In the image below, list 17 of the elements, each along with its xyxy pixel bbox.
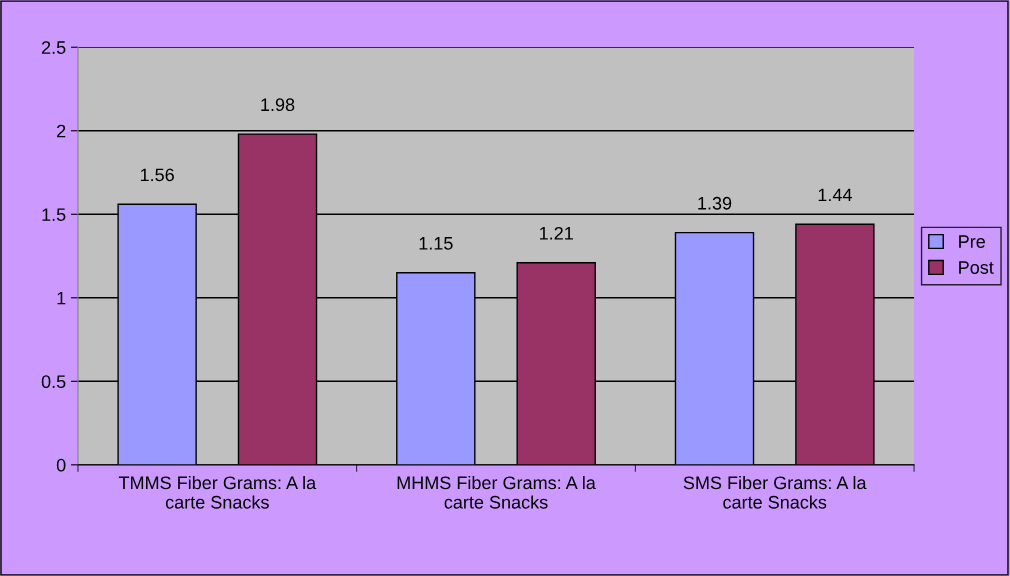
x-tick-label: SMS Fiber Grams: A la carte Snacks	[683, 475, 867, 509]
legend-label: Post	[959, 261, 994, 274]
data-label: 1.15	[419, 237, 453, 250]
y-tick-label: 1.5	[42, 208, 66, 221]
legend-label: Pre	[959, 235, 985, 248]
y-tick-label: 0	[56, 458, 66, 472]
data-label: 1.98	[261, 98, 295, 112]
data-label: 1.44	[818, 188, 852, 202]
y-tick-label: 0.5	[41, 375, 66, 389]
y-tick-label: 2	[57, 124, 66, 138]
x-tick-label: MHMS Fiber Grams: A la carte Snacks	[397, 475, 596, 509]
y-tick-label: 2.5	[41, 41, 66, 54]
data-label: 1.21	[540, 226, 573, 240]
data-label: 1.39	[698, 196, 732, 210]
x-tick-label: TMMS Fiber Grams: A la carte Snacks	[118, 475, 317, 509]
y-tick-label: 1	[57, 291, 66, 305]
data-label: 1.56	[140, 168, 174, 182]
